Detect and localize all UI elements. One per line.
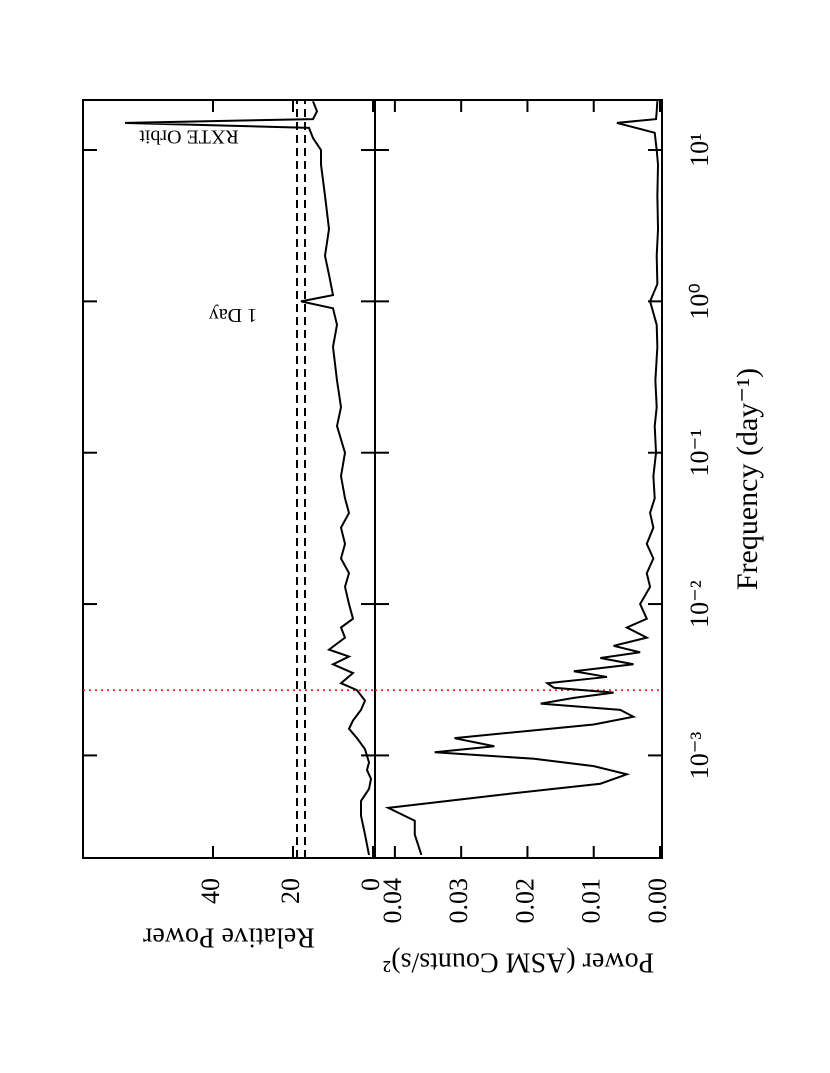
y-tick-label: 0.00 [643,878,672,924]
power-spectrum [384,101,660,856]
x-axis-label: Frequency (day⁻¹) [731,368,764,590]
y-tick-label: 0.03 [444,878,473,924]
y-tick-label: 40 [196,878,225,904]
x-tick-label: 10⁻³ [685,731,714,779]
x-tick-label: 10⁻² [685,580,714,628]
x-tick-label: 10⁻¹ [685,429,714,477]
y-tick-label: 0.01 [577,878,606,924]
annotation: RXTE Orbit [139,125,239,147]
x-tick-label: 10⁰ [685,283,714,319]
y-tick-label: 0.04 [378,878,407,924]
frame [82,99,663,859]
y-tick-label: 0 [356,878,385,891]
x-tick-label: 10¹ [685,133,714,167]
rotated-plot: 0 20 40 1 Day RXTE Orbit Relative Power 0.00 0.… [82,99,764,978]
y-axis-label: Relative Power [142,922,315,953]
y-tick-label: 20 [276,878,305,904]
power-spectrum [124,100,373,856]
y-tick-label: 0.02 [510,878,539,924]
annotation: 1 Day [209,304,257,326]
y-axis-label: Power (ASM Counts/s)² [383,947,654,978]
